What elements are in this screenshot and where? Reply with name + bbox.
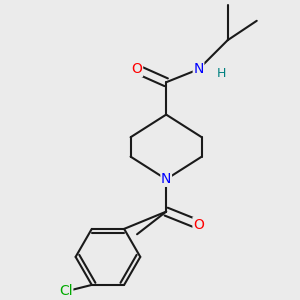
Text: N: N: [193, 62, 204, 76]
Text: O: O: [193, 218, 204, 232]
Text: O: O: [132, 62, 142, 76]
Text: Cl: Cl: [59, 284, 73, 298]
Text: N: N: [161, 172, 171, 186]
Text: H: H: [216, 67, 226, 80]
